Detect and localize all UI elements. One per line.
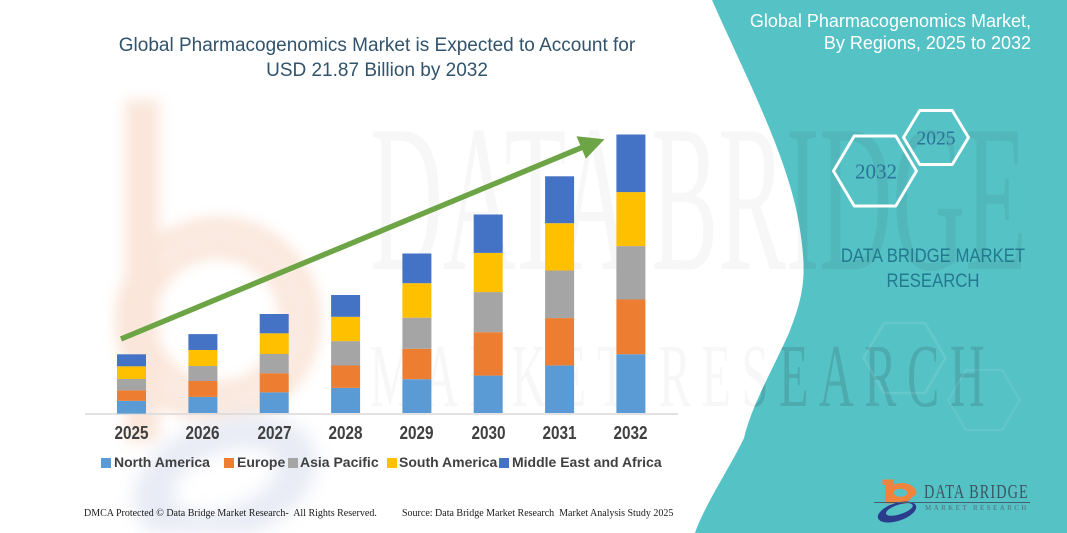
svg-text:2025: 2025: [917, 129, 956, 150]
svg-text:2032: 2032: [855, 160, 897, 184]
